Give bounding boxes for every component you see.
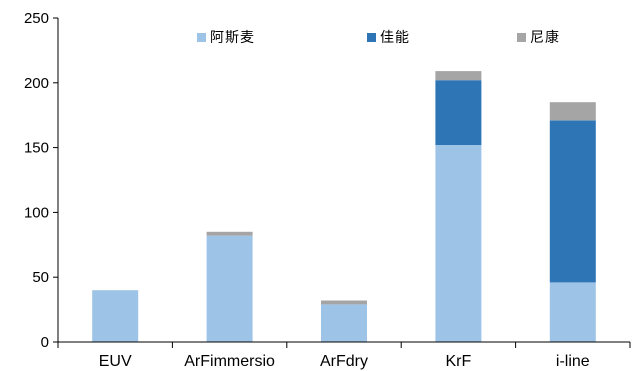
x-tick-label-1: ArFimmersio bbox=[184, 353, 275, 370]
legend-swatch-2 bbox=[517, 33, 526, 42]
legend-swatch-1 bbox=[367, 33, 376, 42]
legend-label-1: 佳能 bbox=[380, 29, 410, 45]
y-tick-label-250: 250 bbox=[24, 10, 49, 27]
bar-ArFimmersio-series-2 bbox=[206, 231, 253, 236]
y-tick-label-200: 200 bbox=[24, 75, 49, 92]
x-tick-label-0: EUV bbox=[99, 353, 132, 370]
bar-ArFdry-series-0 bbox=[321, 304, 367, 342]
x-tick-label-4: i-line bbox=[556, 353, 590, 370]
y-tick-label-100: 100 bbox=[24, 204, 49, 221]
y-tick-label-50: 50 bbox=[32, 269, 49, 286]
legend-swatch-0 bbox=[197, 33, 206, 42]
bar-KrF-series-0 bbox=[435, 145, 482, 342]
bar-EUV-series-0 bbox=[92, 290, 139, 342]
legend-label-2: 尼康 bbox=[530, 29, 560, 45]
bars bbox=[92, 71, 596, 342]
bar-KrF-series-1 bbox=[435, 80, 482, 145]
legend-label-0: 阿斯麦 bbox=[210, 29, 255, 45]
x-tick-label-3: KrF bbox=[446, 353, 472, 370]
y-tick-label-0: 0 bbox=[41, 334, 49, 351]
legend: 阿斯麦 佳能 尼康 bbox=[197, 29, 560, 45]
bar-i-line-series-0 bbox=[549, 282, 596, 342]
bar-i-line-series-2 bbox=[549, 102, 596, 121]
axes: 0 50 100 150 200 250 EUV ArFimmersio ArFdry KrF i-… bbox=[24, 10, 631, 370]
bar-ArFdry-series-2 bbox=[321, 300, 367, 305]
y-tick-label-150: 150 bbox=[24, 140, 49, 157]
bar-KrF-series-2 bbox=[435, 71, 482, 81]
bar-ArFimmersio-series-0 bbox=[206, 235, 253, 342]
x-tick-label-2: ArFdry bbox=[320, 353, 368, 370]
bar-i-line-series-1 bbox=[549, 120, 596, 283]
